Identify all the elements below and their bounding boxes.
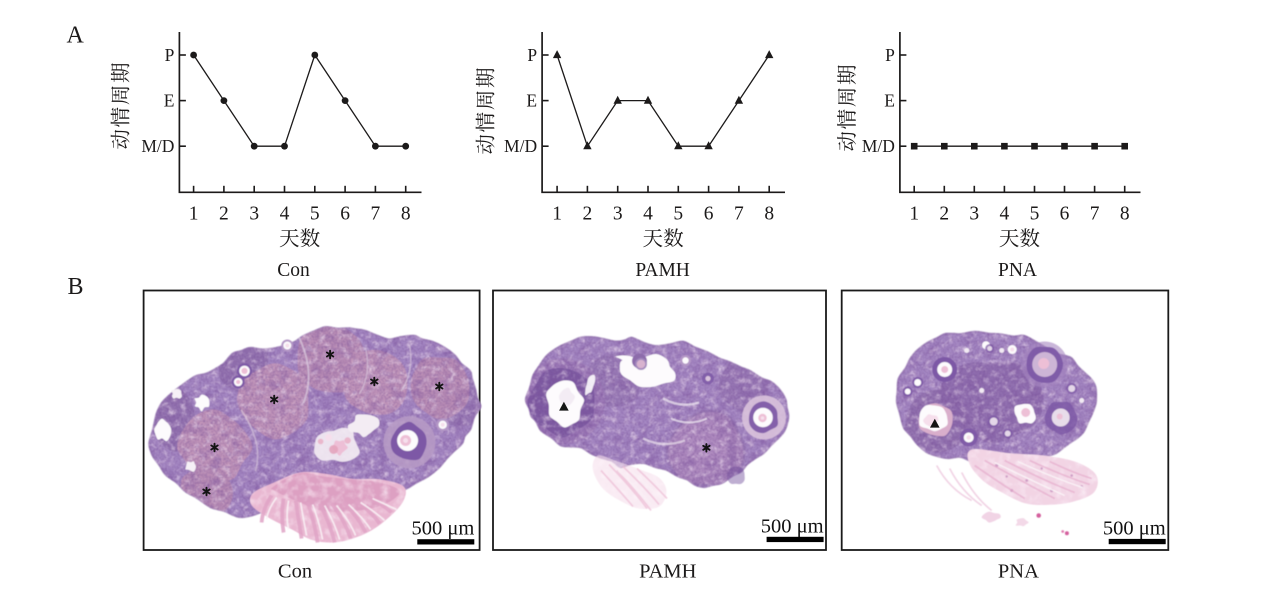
svg-text:1: 1: [909, 203, 919, 224]
svg-text:PAMH: PAMH: [635, 260, 690, 281]
svg-text:2: 2: [939, 203, 949, 224]
svg-text:E: E: [164, 91, 175, 111]
svg-text:M/D: M/D: [504, 136, 537, 156]
svg-text:PNA: PNA: [998, 260, 1037, 281]
svg-text:3: 3: [969, 203, 979, 224]
svg-text:Con: Con: [277, 260, 310, 281]
svg-text:B: B: [68, 274, 84, 300]
svg-text:7: 7: [371, 203, 381, 224]
svg-text:5: 5: [1030, 203, 1040, 224]
svg-text:A: A: [67, 23, 85, 49]
svg-text:1: 1: [189, 203, 199, 224]
svg-text:P: P: [165, 45, 175, 65]
svg-text:6: 6: [1060, 203, 1070, 224]
svg-text:5: 5: [310, 203, 320, 224]
svg-text:4: 4: [1000, 203, 1010, 224]
svg-text:2: 2: [583, 203, 593, 224]
svg-text:5: 5: [673, 203, 683, 224]
svg-text:7: 7: [1090, 203, 1100, 224]
svg-text:500 μm: 500 μm: [411, 517, 474, 539]
svg-text:6: 6: [340, 203, 350, 224]
svg-text:8: 8: [1120, 203, 1130, 224]
svg-text:P: P: [885, 45, 895, 65]
svg-text:3: 3: [249, 203, 259, 224]
svg-text:3: 3: [613, 203, 623, 224]
svg-text:7: 7: [734, 203, 744, 224]
svg-text:PNA: PNA: [998, 560, 1039, 582]
svg-text:1: 1: [552, 203, 562, 224]
svg-text:P: P: [527, 45, 537, 65]
svg-text:M/D: M/D: [862, 136, 895, 156]
svg-text:4: 4: [280, 203, 290, 224]
svg-text:E: E: [884, 91, 895, 111]
svg-text:PAMH: PAMH: [639, 560, 697, 582]
svg-text:M/D: M/D: [141, 136, 174, 156]
svg-text:6: 6: [704, 203, 714, 224]
svg-text:8: 8: [764, 203, 774, 224]
svg-text:500 μm: 500 μm: [761, 516, 824, 538]
svg-text:500 μm: 500 μm: [1103, 518, 1166, 540]
svg-text:Con: Con: [278, 560, 312, 582]
svg-text:2: 2: [219, 203, 229, 224]
svg-text:E: E: [526, 91, 537, 111]
svg-text:8: 8: [401, 203, 411, 224]
svg-text:4: 4: [643, 203, 653, 224]
